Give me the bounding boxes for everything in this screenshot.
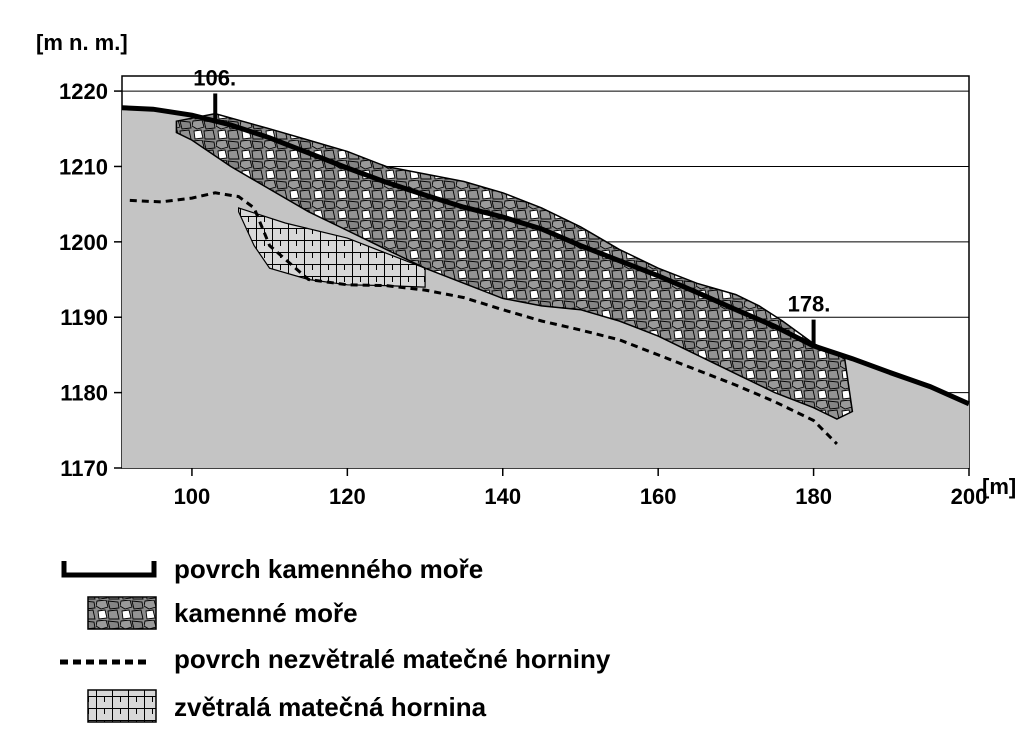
cross-section-chart: 106. 178. 100 120 140 160 180 200 11701180119… bbox=[0, 0, 1023, 753]
x-tick-label: 160 bbox=[640, 484, 677, 509]
y-tick-label: 1220 bbox=[59, 79, 108, 104]
legend-symbol-surface bbox=[64, 561, 154, 575]
legend-label-block-field: kamenné moře bbox=[174, 598, 358, 628]
x-axis-label: [m] bbox=[982, 474, 1016, 499]
legend-item-weathered: zvětralá matečná hornina bbox=[88, 690, 487, 722]
y-tick-label: 1170 bbox=[60, 456, 108, 481]
legend-label-surface: povrch kamenného moře bbox=[174, 554, 483, 584]
legend-label-bedrock-surface: povrch nezvětralé matečné horniny bbox=[174, 644, 611, 674]
x-axis: 100 120 140 160 180 200 bbox=[174, 468, 988, 509]
legend-item-block-field: kamenné moře bbox=[88, 597, 358, 629]
y-axis: 1170 1180 1190 1200 1210 1220 bbox=[59, 79, 122, 481]
x-tick-label: 120 bbox=[329, 484, 366, 509]
y-tick-label: 1200 bbox=[59, 230, 108, 255]
x-tick-label: 180 bbox=[795, 484, 832, 509]
y-tick-label: 1180 bbox=[60, 381, 108, 406]
annotation-178: 178. bbox=[788, 292, 831, 317]
annotation-106: 106. bbox=[193, 65, 236, 90]
y-tick-label: 1210 bbox=[59, 154, 108, 179]
legend-label-weathered: zvětralá matečná hornina bbox=[174, 692, 487, 722]
legend: povrch kamenného moře kamenné moře povrc… bbox=[60, 554, 611, 722]
legend-item-bedrock-surface: povrch nezvětralé matečné horniny bbox=[60, 644, 611, 674]
y-tick-label: 1190 bbox=[60, 305, 108, 330]
x-tick-label: 140 bbox=[484, 484, 521, 509]
x-tick-label: 100 bbox=[174, 484, 211, 509]
legend-symbol-block-field bbox=[88, 597, 156, 629]
y-axis-label: [m n. m.] bbox=[36, 30, 128, 55]
legend-item-surface: povrch kamenného moře bbox=[64, 554, 483, 584]
legend-symbol-weathered bbox=[88, 690, 156, 722]
